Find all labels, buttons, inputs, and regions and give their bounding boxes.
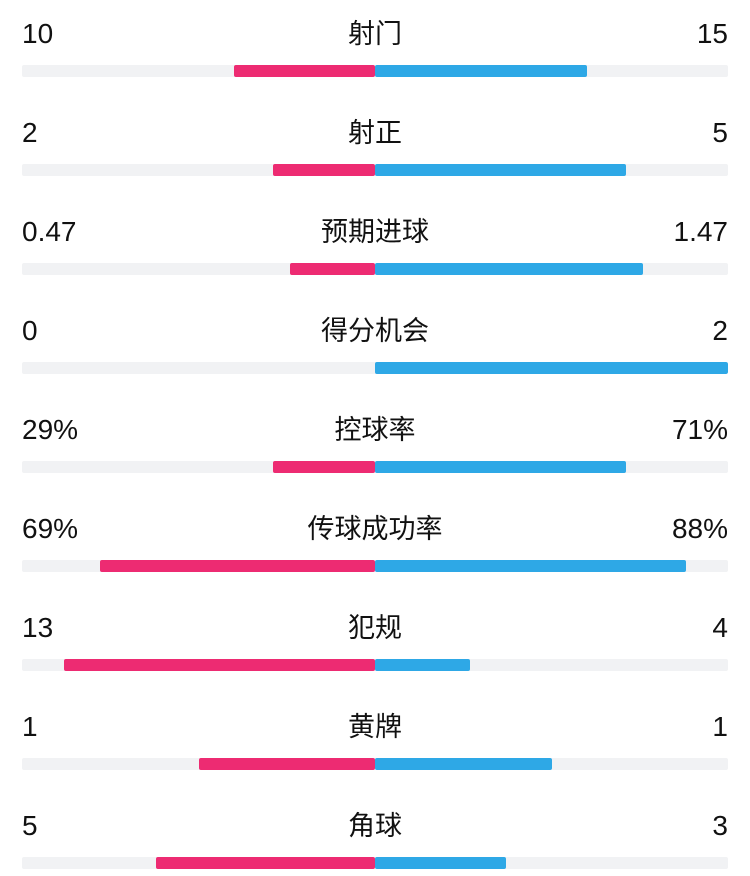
stat-bar-left-fill xyxy=(100,560,375,572)
stat-label-line: 1黄牌1 xyxy=(22,705,728,744)
stat-name: 射正 xyxy=(82,111,668,150)
stat-right-value: 71% xyxy=(668,415,728,446)
stat-bar-track xyxy=(22,758,728,770)
stat-bar-left-half xyxy=(22,461,375,473)
stat-label-line: 29%控球率71% xyxy=(22,408,728,447)
stat-name: 传球成功率 xyxy=(82,507,668,546)
stat-bar-left-half xyxy=(22,758,375,770)
stat-bar-left-fill xyxy=(156,857,375,869)
stat-bar-right-half xyxy=(375,164,728,176)
stat-row: 1黄牌1 xyxy=(22,705,728,770)
stat-bar-track xyxy=(22,164,728,176)
stat-bar-right-fill xyxy=(375,461,626,473)
stat-bar-track xyxy=(22,362,728,374)
stat-label-line: 2射正5 xyxy=(22,111,728,150)
stat-bar-right-half xyxy=(375,362,728,374)
stat-bar-track xyxy=(22,263,728,275)
stat-row: 0得分机会2 xyxy=(22,309,728,374)
stat-bar-right-half xyxy=(375,263,728,275)
stat-right-value: 1.47 xyxy=(668,217,728,248)
stat-left-value: 5 xyxy=(22,811,82,842)
stat-bar-left-half xyxy=(22,65,375,77)
stat-name: 控球率 xyxy=(82,408,668,447)
stat-left-value: 0 xyxy=(22,316,82,347)
stat-label-line: 10射门15 xyxy=(22,12,728,51)
stat-right-value: 88% xyxy=(668,514,728,545)
stat-row: 5角球3 xyxy=(22,804,728,869)
stat-left-value: 0.47 xyxy=(22,217,82,248)
stat-label-line: 69%传球成功率88% xyxy=(22,507,728,546)
stat-bar-right-half xyxy=(375,659,728,671)
stat-bar-right-half xyxy=(375,857,728,869)
stat-bar-left-fill xyxy=(273,461,375,473)
stat-bar-left-half xyxy=(22,362,375,374)
stat-bar-track xyxy=(22,560,728,572)
stat-bar-left-half xyxy=(22,857,375,869)
stat-right-value: 5 xyxy=(668,118,728,149)
stat-name: 黄牌 xyxy=(82,705,668,744)
stat-row: 2射正5 xyxy=(22,111,728,176)
stat-bar-right-fill xyxy=(375,560,686,572)
stat-bar-track xyxy=(22,857,728,869)
stat-bar-track xyxy=(22,461,728,473)
stat-bar-right-half xyxy=(375,461,728,473)
stat-left-value: 29% xyxy=(22,415,82,446)
stat-row: 10射门15 xyxy=(22,12,728,77)
stat-bar-right-fill xyxy=(375,857,506,869)
stat-label-line: 0.47预期进球1.47 xyxy=(22,210,728,249)
stat-bar-left-fill xyxy=(199,758,376,770)
stat-name: 预期进球 xyxy=(82,210,668,249)
stat-bar-right-fill xyxy=(375,164,626,176)
stat-left-value: 2 xyxy=(22,118,82,149)
stat-row: 13犯规4 xyxy=(22,606,728,671)
stat-name: 射门 xyxy=(82,12,668,51)
stat-row: 69%传球成功率88% xyxy=(22,507,728,572)
stat-bar-right-half xyxy=(375,65,728,77)
stat-row: 0.47预期进球1.47 xyxy=(22,210,728,275)
stat-bar-left-fill xyxy=(64,659,375,671)
stat-label-line: 13犯规4 xyxy=(22,606,728,645)
stat-right-value: 3 xyxy=(668,811,728,842)
stat-bar-left-half xyxy=(22,560,375,572)
stat-bar-left-fill xyxy=(234,65,375,77)
stat-bar-left-fill xyxy=(273,164,375,176)
stat-row: 29%控球率71% xyxy=(22,408,728,473)
stat-bar-right-fill xyxy=(375,362,728,374)
stat-bar-track xyxy=(22,659,728,671)
stat-bar-right-fill xyxy=(375,263,643,275)
stat-bar-right-fill xyxy=(375,65,587,77)
stat-bar-right-half xyxy=(375,758,728,770)
stat-bar-right-fill xyxy=(375,659,470,671)
stat-left-value: 10 xyxy=(22,19,82,50)
stat-bar-right-half xyxy=(375,560,728,572)
stat-left-value: 1 xyxy=(22,712,82,743)
stat-bar-right-fill xyxy=(375,758,552,770)
stat-bar-left-fill xyxy=(290,263,375,275)
stat-right-value: 1 xyxy=(668,712,728,743)
stat-left-value: 13 xyxy=(22,613,82,644)
stat-right-value: 15 xyxy=(668,19,728,50)
stat-bar-left-half xyxy=(22,164,375,176)
stat-bar-track xyxy=(22,65,728,77)
stat-name: 犯规 xyxy=(82,606,668,645)
stat-left-value: 69% xyxy=(22,514,82,545)
stat-name: 角球 xyxy=(82,804,668,843)
stat-right-value: 4 xyxy=(668,613,728,644)
stat-bar-left-half xyxy=(22,263,375,275)
stat-bar-left-half xyxy=(22,659,375,671)
stat-label-line: 5角球3 xyxy=(22,804,728,843)
stat-right-value: 2 xyxy=(668,316,728,347)
stat-label-line: 0得分机会2 xyxy=(22,309,728,348)
match-stats-container: 10射门152射正50.47预期进球1.470得分机会229%控球率71%69%… xyxy=(0,0,750,869)
stat-name: 得分机会 xyxy=(82,309,668,348)
